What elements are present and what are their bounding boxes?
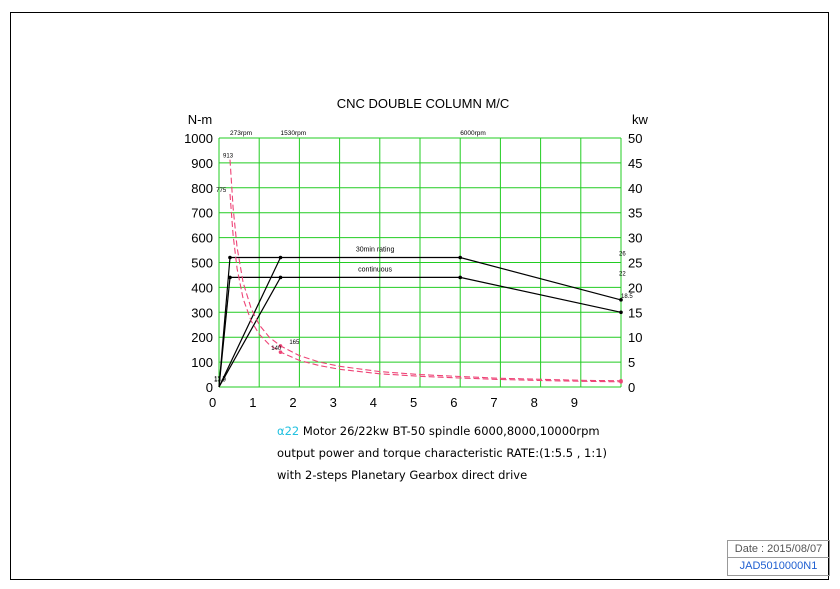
right-tick-label: 35 (628, 206, 642, 221)
left-tick-label: 800 (191, 181, 213, 196)
chart-annotations: 273rpm 1530rpm 6000rpm 30min rating continuo… (214, 130, 633, 384)
power-data-point (228, 255, 232, 260)
right-axis-unit: kw (632, 112, 649, 127)
annotation-label: 913 (223, 154, 234, 160)
date-stamp: Date : 2015/08/07 (727, 540, 830, 558)
drawing-frame (10, 12, 829, 580)
torque-data-point (278, 344, 283, 348)
right-tick-label: 50 (628, 131, 642, 146)
annotation-label: 140 (271, 346, 282, 352)
right-tick-label: 25 (628, 256, 642, 271)
rpm-mark-label: 273rpm (230, 130, 252, 137)
right-tick-label: 5 (628, 355, 635, 370)
caption-line-1: Motor 26/22kw BT-50 spindle 6000,8000,10… (299, 424, 600, 438)
left-tick-label: 1000 (184, 131, 213, 146)
title-block: Date : 2015/08/07 JAD5010000N1 (727, 540, 830, 576)
annotation-label: 165 (289, 340, 300, 346)
left-tick-label: 500 (191, 256, 213, 271)
series-label: continuous (358, 266, 392, 273)
x-tick-label: 3 (330, 395, 337, 410)
right-tick-label: 40 (628, 181, 642, 196)
annotation-label: 13.9 (214, 378, 226, 384)
power-data-point (278, 275, 283, 280)
caption-line-2: output power and torque characteristic R… (277, 446, 607, 460)
right-tick-label: 20 (628, 280, 642, 295)
power-curve-line (218, 256, 622, 388)
power-data-point (619, 298, 623, 302)
torque-data-point (619, 379, 623, 384)
series-label: 30min rating (356, 247, 395, 254)
x-tick-label: 7 (490, 395, 497, 410)
chart-series (218, 159, 623, 388)
annotation-label: 26 (619, 252, 626, 258)
right-tick-label: 15 (628, 305, 642, 320)
torque-curve-line (229, 193, 622, 383)
annotation-label: 18.5 (621, 294, 633, 300)
annotation-label: 17.7 (214, 377, 226, 383)
x-tick-label: 2 (289, 395, 296, 410)
x-tick-label: 8 (531, 395, 538, 410)
left-tick-label: 0 (206, 380, 213, 395)
power-data-point (458, 275, 463, 280)
annotation-label: 22 (619, 271, 626, 277)
chart-grid (218, 137, 622, 388)
motor-model: α22 (277, 424, 300, 438)
x-tick-label: 0 (209, 395, 216, 410)
chart-axes: 0100200300400500600700800900100005101520… (184, 131, 642, 410)
x-tick-label: 1 (249, 395, 256, 410)
x-tick-label: 4 (370, 395, 377, 410)
right-tick-label: 45 (628, 156, 642, 171)
power-curve-line (218, 257, 282, 388)
left-tick-label: 900 (191, 156, 213, 171)
x-tick-label: 5 (410, 395, 417, 410)
x-tick-label: 9 (571, 395, 578, 410)
right-tick-label: 30 (628, 231, 642, 246)
power-data-point (228, 275, 232, 280)
caption-line-3: with 2-steps Planetary Gearbox direct dr… (277, 468, 528, 482)
torque-data-point (278, 350, 283, 354)
drawing-code: JAD5010000N1 (727, 558, 830, 576)
torque-curve-line (229, 159, 622, 382)
right-tick-label: 0 (628, 380, 635, 395)
power-data-point (278, 255, 283, 260)
left-axis-unit: N-m (188, 112, 213, 127)
left-tick-label: 300 (191, 305, 213, 320)
annotation-label: 775 (216, 188, 227, 194)
power-data-point (458, 255, 463, 260)
x-tick-label: 6 (450, 395, 457, 410)
left-tick-label: 100 (191, 355, 213, 370)
left-tick-label: 200 (191, 330, 213, 345)
chart-caption: α22 Motor 26/22kw BT-50 spindle 6000,800… (277, 420, 607, 486)
chart-title: CNC DOUBLE COLUMN M/C (337, 96, 510, 111)
left-tick-label: 600 (191, 231, 213, 246)
power-curve-line (218, 276, 622, 388)
rpm-mark-label: 6000rpm (460, 130, 486, 137)
left-tick-label: 400 (191, 280, 213, 295)
rpm-mark-label: 1530rpm (281, 130, 307, 137)
power-curve-line (218, 277, 282, 388)
left-tick-label: 700 (191, 206, 213, 221)
right-tick-label: 10 (628, 330, 642, 345)
power-data-point (619, 310, 623, 315)
